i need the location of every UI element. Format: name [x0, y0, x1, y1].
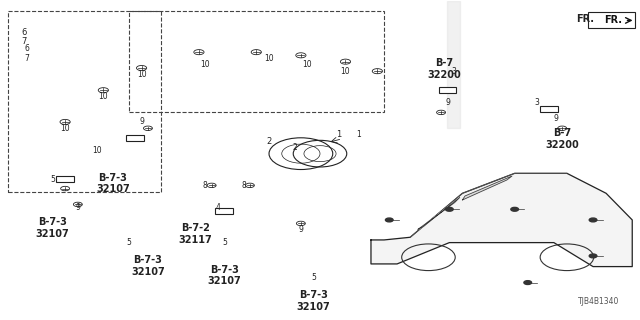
Bar	[438, 87, 456, 93]
Bar	[56, 176, 74, 182]
Bar	[129, 11, 384, 112]
Text: FR.: FR.	[576, 14, 594, 24]
Text: B-7-3
32107: B-7-3 32107	[131, 255, 165, 277]
Text: 9: 9	[139, 117, 144, 126]
Text: 6: 6	[21, 28, 26, 37]
Text: 5: 5	[311, 273, 316, 282]
Text: B-7-3
32107: B-7-3 32107	[96, 173, 130, 194]
Bar	[588, 12, 636, 28]
Text: 10: 10	[303, 60, 312, 69]
Text: 9: 9	[445, 99, 450, 108]
Text: 7: 7	[24, 54, 29, 63]
Text: 8: 8	[203, 181, 207, 190]
Bar	[216, 208, 234, 214]
Text: 2: 2	[292, 143, 297, 152]
Text: 10: 10	[137, 70, 147, 79]
Text: 6: 6	[24, 44, 29, 53]
Text: 7: 7	[21, 37, 26, 46]
Text: 3: 3	[451, 67, 456, 76]
Text: 10: 10	[340, 67, 350, 76]
Text: B-7-2
32117: B-7-2 32117	[179, 223, 212, 245]
Bar	[540, 106, 558, 112]
Polygon shape	[418, 197, 460, 229]
Text: 5: 5	[126, 238, 131, 247]
Text: 4: 4	[216, 203, 221, 212]
Text: B-7-3
32107: B-7-3 32107	[297, 290, 330, 312]
Polygon shape	[371, 173, 632, 267]
Text: FR.: FR.	[604, 15, 622, 25]
Circle shape	[385, 218, 393, 222]
Text: 10: 10	[60, 124, 70, 133]
Text: B-7-3
32107: B-7-3 32107	[207, 265, 241, 286]
Text: 5: 5	[222, 238, 227, 247]
Text: 10: 10	[200, 60, 210, 69]
Text: 9: 9	[298, 225, 303, 234]
Polygon shape	[463, 176, 512, 200]
Circle shape	[511, 207, 518, 211]
Circle shape	[445, 207, 453, 211]
Bar	[126, 135, 144, 141]
Circle shape	[589, 254, 597, 258]
Text: TJB4B1340: TJB4B1340	[578, 297, 620, 306]
Text: B-7
32200: B-7 32200	[428, 59, 461, 80]
Text: B-7-3
32107: B-7-3 32107	[35, 217, 69, 239]
Text: 5: 5	[50, 174, 55, 184]
Text: 8: 8	[241, 181, 246, 190]
Text: 10: 10	[264, 54, 274, 63]
Text: 9: 9	[76, 203, 80, 212]
Text: 1: 1	[336, 130, 341, 140]
Bar	[8, 11, 161, 192]
Text: 3: 3	[534, 99, 539, 108]
Text: 1: 1	[356, 130, 360, 139]
Text: 10: 10	[92, 146, 102, 155]
Circle shape	[524, 281, 532, 284]
Circle shape	[589, 218, 597, 222]
Text: B-7
32200: B-7 32200	[545, 128, 579, 150]
Text: 10: 10	[99, 92, 108, 101]
Text: 2: 2	[266, 137, 271, 146]
Text: 9: 9	[554, 114, 558, 123]
